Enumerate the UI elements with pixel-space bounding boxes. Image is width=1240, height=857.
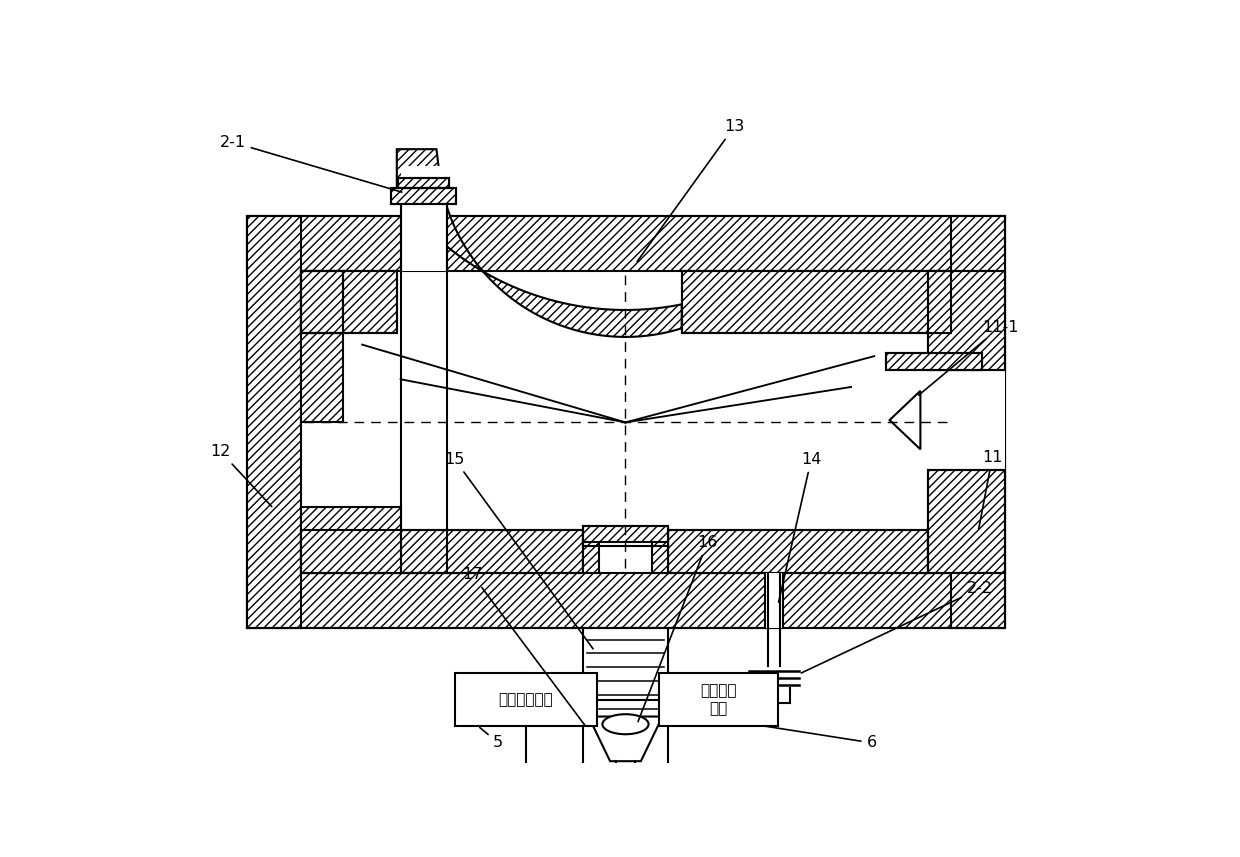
Bar [682, 272, 951, 333]
Text: 17: 17 [463, 567, 585, 726]
Polygon shape [589, 716, 662, 761]
Bar [682, 272, 951, 333]
Bar [668, 530, 928, 572]
Bar [885, 353, 982, 370]
Bar [392, 188, 456, 205]
Bar [885, 353, 982, 370]
Bar [398, 178, 449, 188]
Bar [951, 216, 1006, 628]
Text: 5: 5 [480, 728, 503, 751]
Bar [765, 572, 784, 628]
Polygon shape [889, 391, 920, 449]
Bar [300, 530, 583, 572]
Bar [300, 272, 343, 333]
Bar [583, 530, 599, 572]
Bar [928, 272, 1006, 370]
Bar [300, 272, 951, 572]
Text: 6: 6 [765, 726, 877, 751]
Bar [392, 188, 456, 205]
Bar [300, 272, 343, 333]
Text: 2-1: 2-1 [219, 135, 402, 192]
Text: 14: 14 [779, 452, 821, 602]
Text: 15: 15 [444, 452, 593, 649]
Bar [300, 272, 397, 333]
Text: 13: 13 [637, 119, 744, 261]
Polygon shape [397, 149, 682, 337]
Text: 11-1: 11-1 [919, 320, 1018, 395]
Bar [583, 526, 668, 546]
Bar [928, 470, 1006, 572]
Bar [928, 470, 1006, 572]
Bar [300, 507, 401, 572]
Text: 11: 11 [978, 451, 1002, 529]
Ellipse shape [603, 714, 649, 734]
Bar [658, 674, 777, 726]
Bar [583, 628, 668, 774]
Bar [916, 370, 1006, 470]
Text: 12: 12 [211, 444, 272, 506]
Text: 16: 16 [639, 535, 718, 722]
Ellipse shape [616, 776, 635, 806]
Bar [928, 272, 1006, 370]
Bar [455, 674, 596, 726]
Bar [247, 216, 1006, 628]
Text: 信号处理
单元: 信号处理 单元 [701, 683, 737, 716]
Text: 2-2: 2-2 [801, 581, 992, 673]
Bar [401, 166, 446, 272]
Bar [247, 216, 1006, 272]
Bar [300, 333, 343, 423]
Bar [247, 572, 1006, 628]
Bar [583, 526, 668, 542]
Bar [300, 272, 397, 333]
Bar [668, 530, 928, 572]
Bar [398, 178, 449, 188]
Text: 信号解调模块: 信号解调模块 [498, 692, 553, 707]
Bar [247, 216, 300, 628]
Bar [300, 530, 583, 572]
Bar [652, 530, 668, 572]
